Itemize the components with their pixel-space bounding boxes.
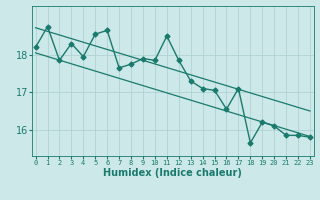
X-axis label: Humidex (Indice chaleur): Humidex (Indice chaleur) xyxy=(103,168,242,178)
